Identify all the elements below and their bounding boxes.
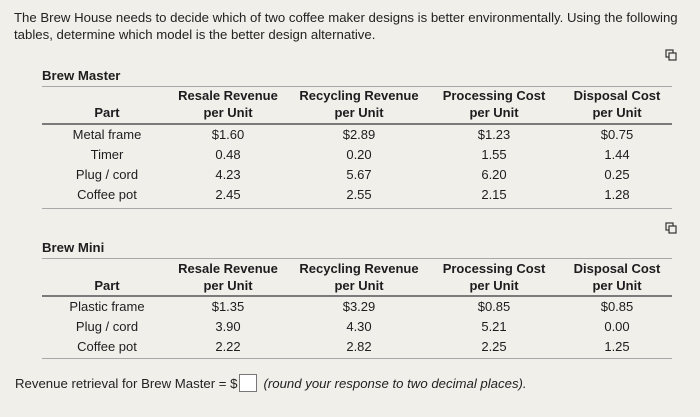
cell-recycling: 5.67 — [346, 167, 372, 182]
cell-resale: 2.22 — [215, 339, 241, 354]
header-part: Part — [94, 105, 120, 120]
cell-resale: 2.45 — [215, 187, 241, 202]
cell-part: Plug / cord — [75, 319, 139, 334]
cell-disposal: 1.44 — [604, 147, 630, 162]
header-resale: Resale Revenue per Unit — [178, 261, 278, 293]
cell-disposal: $0.85 — [600, 299, 634, 314]
cell-resale: $1.35 — [211, 299, 245, 314]
copy-table-icon[interactable] — [665, 221, 677, 234]
header-rule — [42, 123, 672, 125]
cell-disposal: 1.25 — [604, 339, 630, 354]
table-top-rule — [42, 258, 672, 259]
header-resale: Resale Revenue per Unit — [178, 88, 278, 120]
cell-resale: 3.90 — [215, 319, 241, 334]
brew-mini-table: Part Resale Revenue per Unit Recycling Re… — [42, 258, 672, 360]
cell-recycling: 4.30 — [346, 319, 372, 334]
cell-resale: $1.60 — [211, 127, 245, 142]
header-disposal: Disposal Cost per Unit — [573, 88, 661, 120]
copy-table-icon[interactable] — [665, 48, 677, 61]
header-rule — [42, 295, 672, 297]
table-top-rule — [42, 86, 672, 87]
cell-processing: 2.25 — [481, 339, 507, 354]
cell-part: Plug / cord — [75, 167, 139, 182]
table-bottom-rule — [42, 208, 672, 209]
cell-processing: $1.23 — [477, 127, 511, 142]
cell-recycling: 2.55 — [346, 187, 372, 202]
cell-processing: 6.20 — [481, 167, 507, 182]
cell-processing: 2.15 — [481, 187, 507, 202]
cell-recycling: $2.89 — [342, 127, 376, 142]
header-processing: Processing Cost per Unit — [442, 261, 546, 293]
answer-input[interactable] — [239, 374, 258, 392]
header-part: Part — [94, 278, 120, 293]
answer-line: Revenue retrieval for Brew Master = $ (r… — [15, 374, 527, 392]
answer-label: Revenue retrieval for Brew Master = $ — [15, 375, 238, 391]
cell-recycling: 0.20 — [346, 147, 372, 162]
cell-disposal: 1.28 — [604, 187, 630, 202]
brew-mini-title: Brew Mini — [42, 240, 105, 255]
brew-master-title: Brew Master — [42, 68, 121, 83]
cell-processing: 1.55 — [481, 147, 507, 162]
table-bottom-rule — [42, 358, 672, 359]
cell-part: Coffee pot — [77, 187, 137, 202]
question-prompt: The Brew House needs to decide which of … — [14, 10, 678, 42]
header-recycling: Recycling Revenue per Unit — [299, 261, 419, 293]
cell-part: Plastic frame — [69, 299, 145, 314]
cell-part: Coffee pot — [77, 339, 137, 354]
cell-part: Timer — [90, 147, 124, 162]
cell-part: Metal frame — [72, 127, 142, 142]
cell-disposal: $0.75 — [600, 127, 634, 142]
cell-recycling: 2.82 — [346, 339, 372, 354]
header-recycling: Recycling Revenue per Unit — [299, 88, 419, 120]
brew-master-table: Part Resale Revenue per Unit Recycling Re… — [42, 86, 672, 211]
header-disposal: Disposal Cost per Unit — [573, 261, 661, 293]
cell-disposal: 0.25 — [604, 167, 630, 182]
cell-processing: $0.85 — [477, 299, 511, 314]
cell-processing: 5.21 — [481, 319, 507, 334]
header-processing: Processing Cost per Unit — [442, 88, 546, 120]
cell-resale: 4.23 — [215, 167, 241, 182]
cell-disposal: 0.00 — [604, 319, 630, 334]
cell-recycling: $3.29 — [342, 299, 376, 314]
answer-hint: (round your response to two decimal plac… — [263, 375, 527, 391]
cell-resale: 0.48 — [215, 147, 241, 162]
